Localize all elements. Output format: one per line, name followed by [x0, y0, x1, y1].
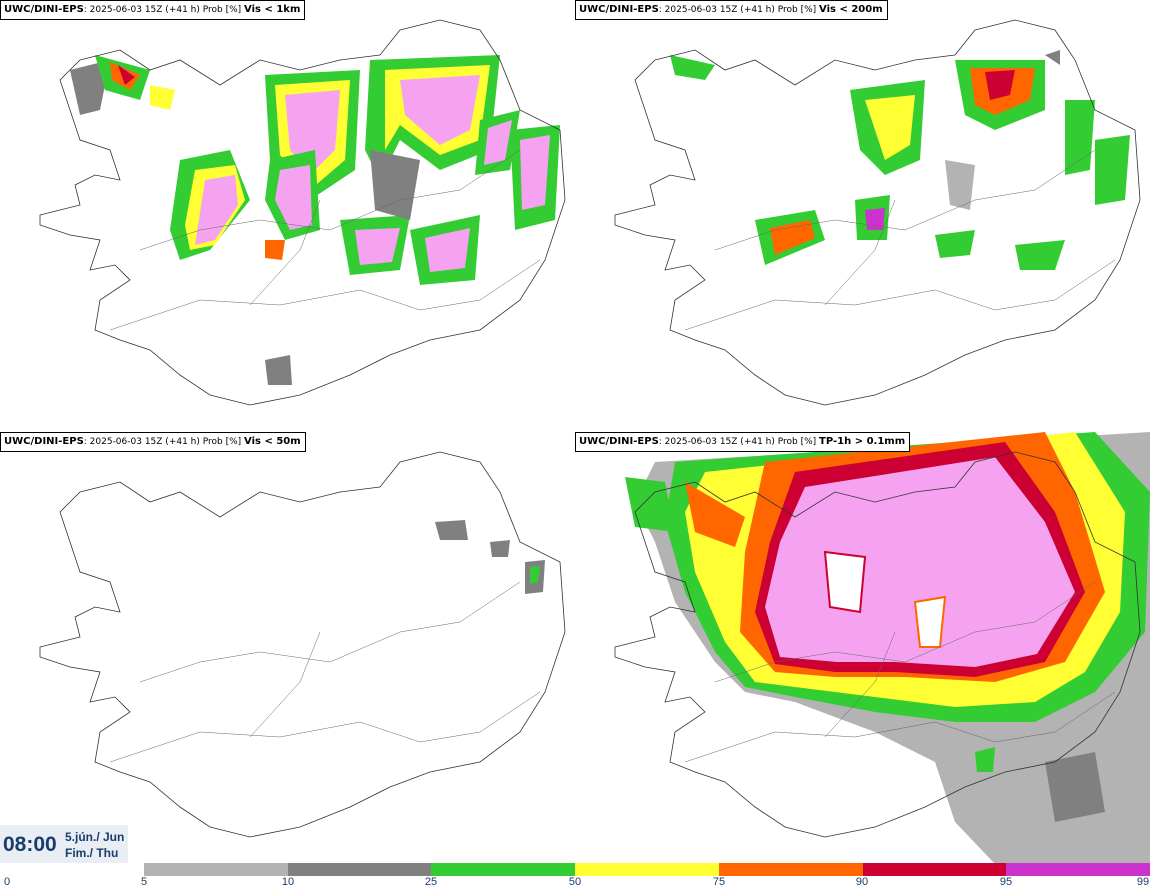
valid-date-line2: Fim./ Thu: [65, 846, 119, 860]
coastline: [614, 451, 1141, 838]
colorbar: [144, 863, 1150, 876]
iceland-map: [39, 451, 566, 838]
colorbar-tick: 75: [712, 876, 726, 888]
colorbar-tick: 90: [855, 876, 869, 888]
coastline: [614, 19, 1141, 406]
prob-field: [670, 50, 1130, 270]
iceland-map: [39, 19, 566, 406]
panel-title: UWC/DINI-EPS: 2025-06-03 15Z (+41 h) Pro…: [0, 0, 306, 20]
map-panel-tp-1h: UWC/DINI-EPS: 2025-06-03 15Z (+41 h) Pro…: [575, 432, 1150, 864]
colorbar-segment: [718, 863, 863, 876]
iceland-map: [614, 432, 1150, 864]
colorbar-segment: [575, 863, 719, 876]
colorbar-tick: 10: [281, 876, 295, 888]
colorbar-segment: [287, 863, 432, 876]
coastline: [39, 19, 566, 406]
panel-title: UWC/DINI-EPS: 2025-06-03 15Z (+41 h) Pro…: [575, 432, 911, 452]
iceland-map: [614, 19, 1141, 406]
valid-time-box: 08:00 5.jún./ Jun Fim./ Thu: [0, 825, 128, 863]
roads: [684, 581, 1116, 763]
colorbar-tick: 5: [140, 876, 148, 888]
valid-date-line1: 5.jún./ Jun: [65, 830, 125, 844]
panel-title: UWC/DINI-EPS: 2025-06-03 15Z (+41 h) Pro…: [575, 0, 888, 20]
colorbar-tick: 95: [999, 876, 1013, 888]
prob-field: [435, 520, 545, 594]
colorbar-tick: 99: [1136, 876, 1150, 888]
map-panel-vis-200m: UWC/DINI-EPS: 2025-06-03 15Z (+41 h) Pro…: [575, 0, 1150, 432]
colorbar-segment: [1006, 863, 1150, 876]
colorbar-segment: [144, 863, 288, 876]
map-panel-vis-1km: UWC/DINI-EPS: 2025-06-03 15Z (+41 h) Pro…: [0, 0, 575, 432]
panel-title: UWC/DINI-EPS: 2025-06-03 15Z (+41 h) Pro…: [0, 432, 306, 452]
prob-field: [625, 432, 1150, 864]
colorbar-tick: 25: [424, 876, 438, 888]
prob-field: [70, 55, 560, 385]
colorbar-tick: 0: [4, 876, 11, 888]
roads: [109, 581, 541, 763]
colorbar-segment: [431, 863, 576, 876]
roads: [109, 149, 541, 331]
coastline: [39, 451, 566, 838]
roads: [684, 149, 1116, 331]
colorbar-tick: 50: [568, 876, 582, 888]
map-panel-vis-50m: UWC/DINI-EPS: 2025-06-03 15Z (+41 h) Pro…: [0, 432, 575, 864]
valid-time: 08:00: [3, 833, 57, 856]
colorbar-segment: [862, 863, 1007, 876]
